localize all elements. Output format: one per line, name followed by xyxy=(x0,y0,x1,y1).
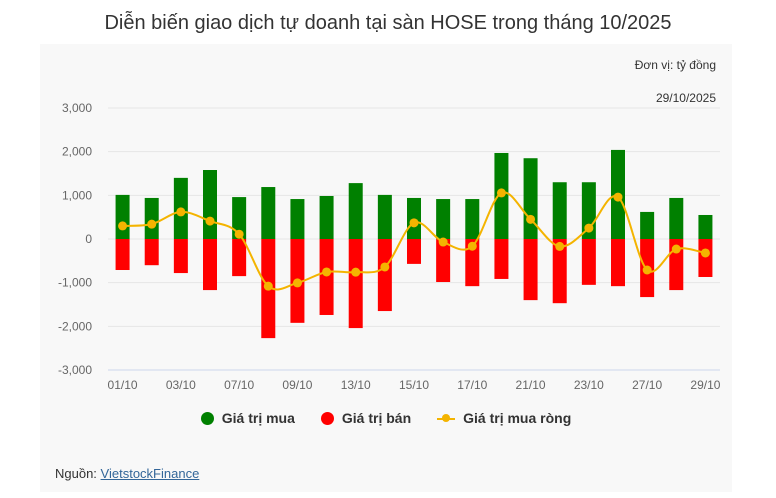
net-point xyxy=(496,188,506,198)
source: Nguồn: VietstockFinance xyxy=(55,466,199,481)
buy-bar xyxy=(232,197,247,239)
buy-bar xyxy=(290,199,305,239)
y-tick-label: 2,000 xyxy=(62,145,92,159)
x-tick-label: 29/10 xyxy=(690,378,720,392)
net-point xyxy=(526,214,536,224)
y-tick-label: 1,000 xyxy=(62,188,92,202)
net-point xyxy=(118,221,128,231)
buy-bar xyxy=(523,158,538,239)
net-point xyxy=(613,192,623,202)
net-point xyxy=(700,248,710,258)
x-tick-label: 27/10 xyxy=(632,378,662,392)
sell-bar xyxy=(144,239,159,266)
legend-item-buy[interactable]: Giá trị mua xyxy=(200,410,295,426)
buy-bar xyxy=(261,187,276,239)
sell-bar xyxy=(523,239,538,301)
chart-title: Diễn biến giao dịch tự doanh tại sàn HOS… xyxy=(104,12,672,34)
net-point xyxy=(409,218,419,228)
sell-bar xyxy=(377,239,392,312)
buy-bar xyxy=(640,211,655,239)
sell-bar xyxy=(581,239,596,285)
legend-item-net[interactable]: Giá trị mua ròng xyxy=(437,410,571,426)
x-tick-label: 01/10 xyxy=(108,378,138,392)
net-point xyxy=(438,237,448,247)
sell-bar xyxy=(407,239,421,264)
chart-panel: Đơn vị: tỷ đồng 29/10/2025 3,000 2,000 1,0… xyxy=(40,44,732,492)
sell-bar xyxy=(611,239,625,287)
net-point xyxy=(292,278,302,288)
buy-bar xyxy=(144,197,159,239)
x-tick-label: 07/10 xyxy=(224,378,254,392)
date-label: 29/10/2025 xyxy=(655,91,716,105)
y-tick-label: 3,000 xyxy=(62,101,92,115)
legend-label: Giá trị mua xyxy=(221,410,295,426)
line-marker-icon xyxy=(437,412,456,425)
net-point xyxy=(322,267,332,277)
sell-bar xyxy=(436,239,451,283)
green-dot-icon xyxy=(200,411,214,425)
net-point xyxy=(147,219,157,229)
buy-bar xyxy=(115,194,130,239)
sell-bar xyxy=(465,239,480,287)
sell-bar xyxy=(348,239,363,329)
net-point xyxy=(380,262,390,272)
sell-bar xyxy=(173,239,188,274)
buy-bar xyxy=(436,199,451,239)
buy-bar xyxy=(669,197,684,239)
buy-bar xyxy=(552,182,567,239)
x-tick-label: 15/10 xyxy=(399,378,429,392)
legend: Giá trị mua Giá trị bán Giá trị mua ròng xyxy=(40,410,732,426)
red-dot-icon xyxy=(320,411,334,425)
chart-svg: 3,000 2,000 1,000 0 -1,000 -2,000 -3,000 01/10 0… xyxy=(58,101,721,392)
sell-bar xyxy=(319,239,334,315)
x-tick-label: 21/10 xyxy=(516,378,546,392)
buy-bar xyxy=(465,199,480,239)
y-tick-label: -1,000 xyxy=(58,276,92,290)
x-tick-label: 17/10 xyxy=(457,378,487,392)
sell-bar xyxy=(552,239,567,304)
net-point xyxy=(234,229,244,239)
x-tick-label: 03/10 xyxy=(166,378,196,392)
net-point xyxy=(176,207,186,217)
sell-bar xyxy=(115,239,130,271)
legend-item-sell[interactable]: Giá trị bán xyxy=(320,410,412,426)
net-point xyxy=(351,267,361,277)
net-point xyxy=(467,241,477,251)
sell-bar xyxy=(494,239,509,279)
sell-bar xyxy=(232,239,247,277)
net-point xyxy=(263,281,273,291)
y-tick-label: 0 xyxy=(85,232,92,246)
sell-bar xyxy=(698,239,713,277)
source-label: Nguồn: xyxy=(55,466,97,481)
x-tick-label: 23/10 xyxy=(574,378,604,392)
net-point xyxy=(555,241,565,251)
x-tick-label: 09/10 xyxy=(282,378,312,392)
buy-bar xyxy=(377,194,392,239)
unit-label: Đơn vị: tỷ đồng xyxy=(634,58,716,72)
sell-bar xyxy=(203,239,217,291)
net-point xyxy=(671,244,681,254)
y-tick-label: -2,000 xyxy=(58,319,92,333)
net-point xyxy=(584,223,594,233)
legend-label: Giá trị mua ròng xyxy=(463,410,572,426)
buy-bar xyxy=(203,170,217,239)
buy-bar xyxy=(319,195,334,239)
y-tick-label: -3,000 xyxy=(58,363,92,377)
x-tick-label: 13/10 xyxy=(341,378,371,392)
net-point xyxy=(642,265,652,275)
buy-bar xyxy=(698,214,713,239)
net-point xyxy=(205,216,215,226)
legend-label: Giá trị bán xyxy=(341,410,412,426)
buy-bar xyxy=(348,183,363,239)
source-link[interactable]: VietstockFinance xyxy=(100,466,200,481)
